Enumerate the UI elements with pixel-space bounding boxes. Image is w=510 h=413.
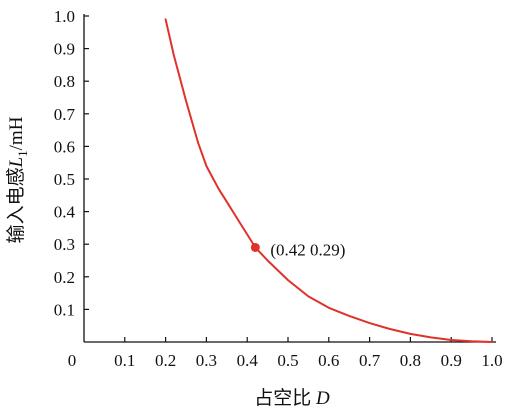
x-tick-label: 0.7 bbox=[359, 351, 381, 370]
y-axis-label-var: L bbox=[6, 157, 27, 169]
x-tick-label: 0.5 bbox=[277, 351, 298, 370]
x-tick-label: 0.9 bbox=[441, 351, 462, 370]
y-tick-label: 0.2 bbox=[54, 268, 75, 287]
y-tick-label: 0.8 bbox=[54, 72, 75, 91]
y-axis-label-main: 输入电感 bbox=[5, 167, 27, 243]
x-axis-label-var: D bbox=[315, 388, 330, 409]
y-tick-label: 0.9 bbox=[54, 40, 75, 59]
x-axis-label-main: 占空比 bbox=[254, 387, 316, 409]
x-axis-label: 占空比 D bbox=[254, 387, 330, 409]
x-tick-label: 0.6 bbox=[318, 351, 339, 370]
y-tick-label: 0.1 bbox=[54, 300, 75, 319]
axes bbox=[83, 14, 496, 343]
y-tick-label: 0.3 bbox=[54, 235, 75, 254]
y-tick-label: 0.5 bbox=[54, 170, 75, 189]
x-tick-label: 1.0 bbox=[481, 351, 502, 370]
x-tick-label: 0.3 bbox=[196, 351, 217, 370]
series-layer bbox=[164, 18, 493, 343]
y-axis-label-sub: 1 bbox=[15, 150, 30, 157]
x-tick-label: 0.8 bbox=[400, 351, 421, 370]
x-tick-label: 0.4 bbox=[237, 351, 259, 370]
y-tick-label: 1.0 bbox=[54, 7, 75, 26]
x-tick-label: 0.1 bbox=[114, 351, 135, 370]
x-ticks: 0 0.1 0.2 0.3 0.4 0.5 0.6 0.7 0.8 0.9 1.0 bbox=[68, 337, 503, 370]
x-tick-label: 0.2 bbox=[155, 351, 176, 370]
annotation-point bbox=[250, 242, 260, 252]
x-tick-label: 0 bbox=[68, 351, 77, 370]
series-line bbox=[164, 18, 493, 343]
y-tick-label: 0.4 bbox=[54, 203, 76, 222]
y-axis-label: 输入电感L1/mH bbox=[5, 116, 30, 243]
annotation-label: (0.42 0.29) bbox=[270, 240, 345, 259]
y-ticks: 0.1 0.2 0.3 0.4 0.5 0.6 0.7 0.8 0.9 1.0 bbox=[54, 7, 89, 319]
y-tick-label: 0.6 bbox=[54, 137, 75, 156]
y-axis-label-unit: /mH bbox=[6, 116, 27, 150]
annotation-layer: (0.42 0.29) bbox=[250, 240, 345, 259]
y-tick-label: 0.7 bbox=[54, 105, 76, 124]
